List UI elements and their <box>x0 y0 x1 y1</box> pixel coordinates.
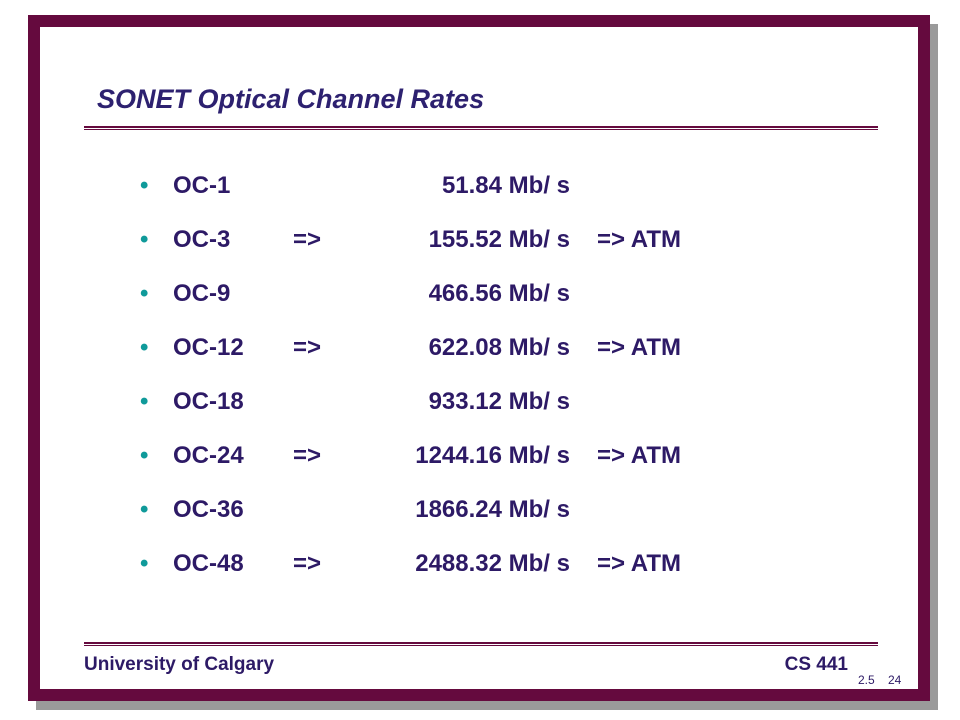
bullet: • <box>140 172 149 199</box>
bullet-row: • OC-3 => 155.52 Mb/ s => ATM <box>0 226 960 260</box>
footer-left: University of Calgary <box>84 654 275 675</box>
page-number: 24 <box>888 673 902 687</box>
row-rate: 2488.32 Mb/ s <box>415 550 570 577</box>
bullet: • <box>140 280 149 307</box>
bullet-row: • OC-1 51.84 Mb/ s <box>0 172 960 206</box>
row-note: => ATM <box>597 550 682 577</box>
section-number: 2.5 <box>858 673 875 687</box>
row-arrow: => <box>293 550 322 577</box>
row-note: => ATM <box>597 442 682 469</box>
row-rate: 622.08 Mb/ s <box>428 334 570 361</box>
footer-right: CS 441 <box>784 654 848 675</box>
row-rate: 466.56 Mb/ s <box>428 280 570 307</box>
row-arrow: => <box>293 442 322 469</box>
row-note: => ATM <box>597 334 682 361</box>
bullet-row: • OC-12 => 622.08 Mb/ s => ATM <box>0 334 960 368</box>
bullet: • <box>140 226 149 253</box>
row-rate: 155.52 Mb/ s <box>428 226 570 253</box>
row-arrow: => <box>293 334 322 361</box>
title-rule <box>84 126 878 130</box>
row-name: OC-3 <box>173 226 231 253</box>
row-arrow: => <box>293 226 322 253</box>
row-name: OC-12 <box>173 334 244 361</box>
row-note: => ATM <box>597 226 682 253</box>
row-name: OC-48 <box>173 550 244 577</box>
bullet-row: • OC-24 => 1244.16 Mb/ s => ATM <box>0 442 960 476</box>
row-name: OC-9 <box>173 280 231 307</box>
row-rate: 1244.16 Mb/ s <box>415 442 570 469</box>
bullet: • <box>140 496 149 523</box>
bullet-row: • OC-9 466.56 Mb/ s <box>0 280 960 314</box>
row-name: OC-36 <box>173 496 244 523</box>
row-name: OC-18 <box>173 388 244 415</box>
bullet: • <box>140 442 149 469</box>
row-name: OC-1 <box>173 172 231 199</box>
bullet: • <box>140 334 149 361</box>
bullet: • <box>140 388 149 415</box>
bullet-row: • OC-48 => 2488.32 Mb/ s => ATM <box>0 550 960 584</box>
bullet-row: • OC-18 933.12 Mb/ s <box>0 388 960 422</box>
row-rate: 1866.24 Mb/ s <box>415 496 570 523</box>
row-rate: 51.84 Mb/ s <box>441 172 570 199</box>
bullet-row: • OC-36 1866.24 Mb/ s <box>0 496 960 530</box>
slide-title: SONET Optical Channel Rates <box>97 84 485 114</box>
row-name: OC-24 <box>173 442 244 469</box>
bullet: • <box>140 550 149 577</box>
footer-rule <box>84 642 878 646</box>
row-rate: 933.12 Mb/ s <box>428 388 570 415</box>
